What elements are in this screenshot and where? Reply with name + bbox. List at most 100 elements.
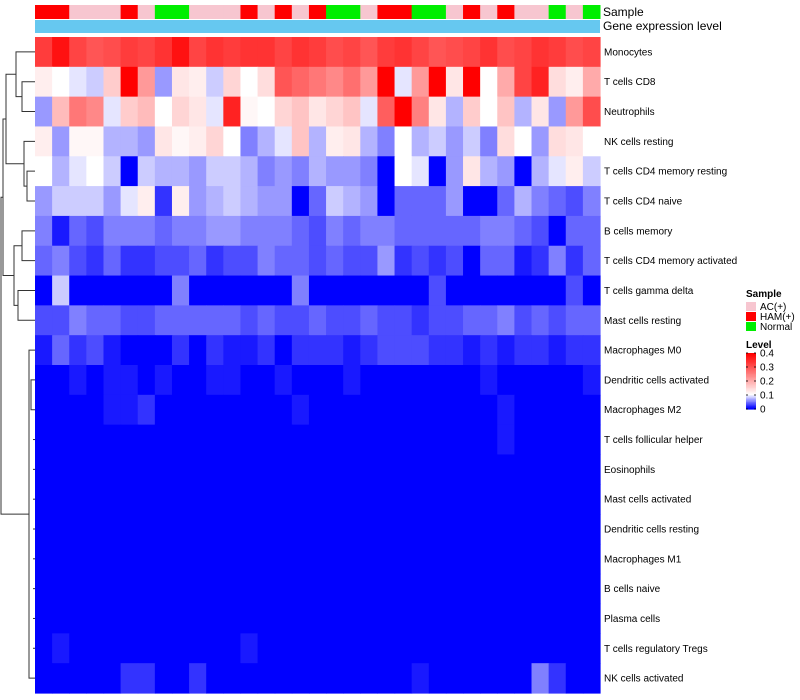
heatmap-cell-r20-c22 <box>394 603 413 634</box>
sample-cell-2 <box>52 5 70 19</box>
heatmap-cell-r19-c10 <box>189 573 207 605</box>
heatmap-cell-r14-c18 <box>326 424 344 456</box>
heatmap-cell-r13-c11 <box>206 394 224 426</box>
heatmap-cell-r3-c31 <box>548 96 567 128</box>
heatmap-cell-r4-c14 <box>257 126 276 157</box>
heatmap-cell-r16-c13 <box>240 484 259 515</box>
sample-annotation-track <box>35 5 601 19</box>
heatmap-cell-r15-c27 <box>480 454 498 485</box>
heatmap-cell-r14-c17 <box>308 424 327 456</box>
heatmap-cell-r11-c7 <box>137 335 156 366</box>
heatmap-cell-r11-c10 <box>189 335 207 366</box>
heatmap-cell-r11-c4 <box>86 335 105 366</box>
level-tick-label-4: 0.1 <box>760 391 774 402</box>
heatmap-cell-r12-c30 <box>531 365 550 396</box>
legend-sample-label-2: HAM(+) <box>760 312 795 323</box>
level-bar-step-3 <box>746 355 756 358</box>
heatmap-cell-r15-c16 <box>291 454 310 485</box>
heatmap-cell-r10-c14 <box>257 305 276 336</box>
level-bar-step-14 <box>746 371 756 374</box>
heatmap-cell-r17-c24 <box>428 514 447 545</box>
heatmap-cell-r7-c28 <box>497 215 515 247</box>
heatmap-cell-r19-c29 <box>514 573 533 605</box>
heatmap-cell-r22-c9 <box>171 663 190 694</box>
level-tick-label-1: 0.4 <box>760 349 774 360</box>
heatmap-cell-r1-c32 <box>565 37 584 68</box>
heatmap-cell-r1-c24 <box>428 37 447 68</box>
heatmap-cell-r5-c12 <box>223 156 242 187</box>
heatmap-cell-r8-c23 <box>411 245 430 277</box>
dendro-merge-1-2 <box>21 81 35 113</box>
heatmap-cell-r16-c28 <box>497 484 515 515</box>
heatmap-cell-r9-c4 <box>86 275 105 306</box>
heatmap-cell-r2-c24 <box>428 66 447 98</box>
heatmap-cell-r1-c22 <box>394 37 413 68</box>
heatmap-cell-r21-c27 <box>480 633 498 664</box>
heatmap-cell-r6-c7 <box>137 186 156 217</box>
heatmap-cell-r16-c19 <box>343 484 361 515</box>
heatmap-cell-r20-c17 <box>308 603 327 634</box>
heatmap-cell-r21-c9 <box>171 633 190 664</box>
heatmap-cell-r21-c16 <box>291 633 310 664</box>
heatmap-cell-r11-c22 <box>394 335 413 366</box>
heatmap-cell-r19-c15 <box>274 573 293 605</box>
heatmap-cell-r16-c21 <box>377 484 396 515</box>
heatmap-cell-r22-c7 <box>137 663 156 694</box>
heatmap-cell-r10-c29 <box>514 305 533 336</box>
heatmap-cell-r8-c20 <box>360 245 379 277</box>
heatmap-cell-r12-c24 <box>428 365 447 396</box>
heatmap-cell-r17-c28 <box>497 514 515 545</box>
heatmap-cell-r7-c12 <box>223 215 242 247</box>
heatmap-cell-r1-c26 <box>463 37 481 68</box>
heatmap-cell-r4-c10 <box>189 126 207 157</box>
heatmap-cell-r8-c24 <box>428 245 447 277</box>
heatmap-cell-r12-c23 <box>411 365 430 396</box>
heatmap-cell-r6-c20 <box>360 186 379 217</box>
heatmap-cell-r3-c6 <box>120 96 139 128</box>
heatmap-cell-r4-c19 <box>343 126 361 157</box>
heatmap-cell-r6-c32 <box>565 186 584 217</box>
heatmap-cell-r13-c28 <box>497 394 515 426</box>
heatmap-cell-r7-c10 <box>189 215 207 247</box>
heatmap-cell-r4-c13 <box>240 126 259 157</box>
heatmap-cell-r12-c4 <box>86 365 105 396</box>
heatmap-cell-r2-c32 <box>565 66 584 98</box>
heatmap-cell-r10-c16 <box>291 305 310 336</box>
sample-cell-10 <box>189 5 207 19</box>
heatmap-cell-r22-c11 <box>206 663 224 694</box>
heatmap-cell-r3-c8 <box>154 96 173 128</box>
heatmap-cell-r1-c3 <box>69 37 87 68</box>
row-label-9: T cells gamma delta <box>604 286 694 297</box>
heatmap-cell-r4-c7 <box>137 126 156 157</box>
heatmap-cell-r7-c8 <box>154 215 173 247</box>
heatmap-cell-r7-c11 <box>206 215 224 247</box>
sample-cell-15 <box>274 5 293 19</box>
heatmap-cell-r8-c4 <box>86 245 105 277</box>
legend-level-colorbar: 0.4 0.3 0.2 0.1 0 <box>746 349 774 416</box>
heatmap-cell-r11-c25 <box>445 335 464 366</box>
heatmap-cell-r21-c28 <box>497 633 515 664</box>
heatmap-cell-r22-c15 <box>274 663 293 694</box>
heatmap-cell-r17-c19 <box>343 514 361 545</box>
heatmap-cell-r22-c3 <box>69 663 87 694</box>
heatmap-cell-r8-c25 <box>445 245 464 277</box>
heatmap-cell-r22-c18 <box>326 663 344 694</box>
legend-sample-title: Sample <box>746 289 782 300</box>
heatmap-cell-r4-c9 <box>171 126 190 157</box>
legend-swatch-3 <box>746 322 756 331</box>
level-bar-step-6 <box>746 360 756 362</box>
heatmap-cell-r10-c8 <box>154 305 173 336</box>
heatmap-cell-r16-c8 <box>154 484 173 515</box>
row-label-2: T cells CD8 <box>604 77 656 88</box>
heatmap-cell-r12-c15 <box>274 365 293 396</box>
heatmap-cell-r15-c1 <box>35 454 53 485</box>
heatmap-cell-r12-c12 <box>223 365 242 396</box>
heatmap-cell-r13-c26 <box>463 394 481 426</box>
heatmap-cell-r10-c6 <box>120 305 139 336</box>
legend-swatch-1 <box>746 302 756 311</box>
heatmap-cell-r18-c33 <box>582 543 601 575</box>
heatmap-cell-r17-c30 <box>531 514 550 545</box>
heatmap-cell-r8-c31 <box>548 245 567 277</box>
heatmap-cell-r18-c26 <box>463 543 481 575</box>
heatmap-cell-r15-c19 <box>343 454 361 485</box>
